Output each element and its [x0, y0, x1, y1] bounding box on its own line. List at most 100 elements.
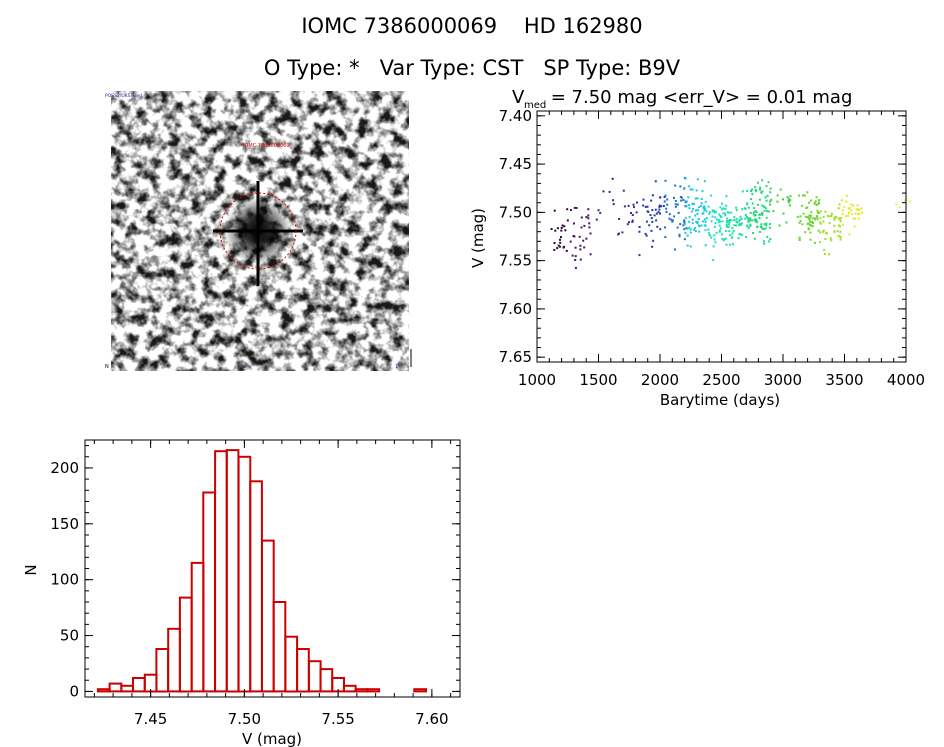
data-point: [764, 227, 767, 230]
data-point: [813, 202, 816, 205]
data-point: [758, 217, 761, 219]
data-point: [854, 212, 857, 215]
data-point: [755, 218, 758, 221]
data-point: [751, 219, 754, 222]
data-point: [834, 216, 837, 218]
data-point: [707, 205, 710, 208]
data-point: [697, 224, 700, 227]
data-point: [747, 206, 750, 209]
data-point: [749, 219, 751, 222]
data-point: [756, 221, 759, 224]
data-point: [721, 220, 724, 223]
data-point: [563, 225, 566, 228]
data-point: [745, 224, 748, 227]
data-point: [647, 210, 650, 213]
data-point: [804, 231, 807, 234]
data-point: [811, 217, 814, 220]
data-point: [623, 205, 626, 208]
data-point: [838, 224, 840, 227]
data-point: [819, 221, 822, 224]
data-point: [814, 217, 817, 220]
data-point: [651, 209, 654, 212]
data-point: [704, 218, 706, 221]
data-point: [636, 201, 638, 204]
data-point: [663, 196, 666, 198]
data-point: [858, 209, 861, 211]
data-point: [562, 246, 565, 249]
data-point: [839, 220, 842, 223]
data-point: [595, 218, 598, 221]
data-point: [761, 179, 764, 182]
histogram-bar: [307, 660, 322, 693]
data-point: [696, 222, 699, 225]
histogram-bar: [272, 601, 287, 693]
data-point: [668, 213, 671, 216]
light-curve-title-rest: = 7.50 mag <err_V> = 0.01 mag: [545, 87, 852, 108]
data-point: [701, 212, 704, 215]
data-point: [707, 232, 710, 235]
data-point: [569, 240, 572, 243]
data-point: [633, 206, 635, 209]
data-point: [753, 218, 756, 221]
data-point: [683, 238, 686, 241]
data-point: [683, 187, 686, 190]
data-point: [642, 198, 645, 201]
data-point: [755, 190, 757, 193]
data-point: [838, 225, 841, 228]
data-point: [553, 209, 556, 212]
data-point: [582, 239, 585, 242]
data-point: [798, 238, 801, 241]
data-point: [560, 229, 563, 232]
y-tick-label: 50: [60, 627, 79, 645]
histogram-bar: [296, 648, 310, 693]
data-point: [583, 246, 586, 249]
data-point: [650, 229, 653, 232]
y-tick-label: 100: [50, 571, 79, 589]
data-point: [851, 213, 854, 216]
data-point: [765, 207, 768, 210]
data-point: [833, 217, 836, 220]
data-point: [659, 196, 661, 199]
data-point: [557, 244, 560, 247]
histogram-bar: [413, 688, 427, 693]
finder-chart: IOMC 7386000069 POSS2/UKST red N E 1': [103, 91, 416, 371]
data-point: [692, 207, 695, 210]
data-point: [803, 194, 806, 197]
data-point: [684, 177, 687, 180]
data-point: [638, 226, 641, 228]
data-point: [750, 198, 753, 200]
data-point: [704, 224, 707, 227]
data-point: [807, 228, 810, 231]
y-tick-label: 200: [50, 459, 79, 477]
data-point: [676, 203, 679, 206]
data-point: [720, 216, 723, 219]
data-point: [798, 236, 801, 239]
data-point: [735, 206, 738, 209]
data-point: [725, 225, 728, 228]
data-point: [658, 204, 661, 207]
data-point: [564, 229, 567, 232]
x-tick-label: 1000: [518, 371, 556, 389]
data-point: [727, 223, 730, 226]
data-point: [768, 226, 771, 229]
data-point: [729, 243, 732, 246]
data-point: [826, 215, 829, 218]
data-point: [645, 220, 648, 223]
data-point: [769, 191, 772, 194]
data-point: [763, 206, 766, 209]
data-point: [713, 211, 716, 214]
data-point: [855, 208, 858, 211]
data-point: [853, 225, 856, 228]
data-point: [752, 232, 754, 234]
y-tick-label: 7.40: [499, 107, 532, 125]
finder-label-star: IOMC 7386000069: [243, 143, 290, 149]
data-point: [819, 210, 822, 213]
data-point: [565, 249, 568, 252]
data-point: [703, 206, 706, 209]
data-point: [698, 230, 701, 233]
data-point: [703, 209, 706, 212]
data-point: [730, 219, 733, 222]
data-point: [816, 218, 819, 221]
data-point: [711, 215, 714, 218]
data-point: [799, 215, 802, 218]
